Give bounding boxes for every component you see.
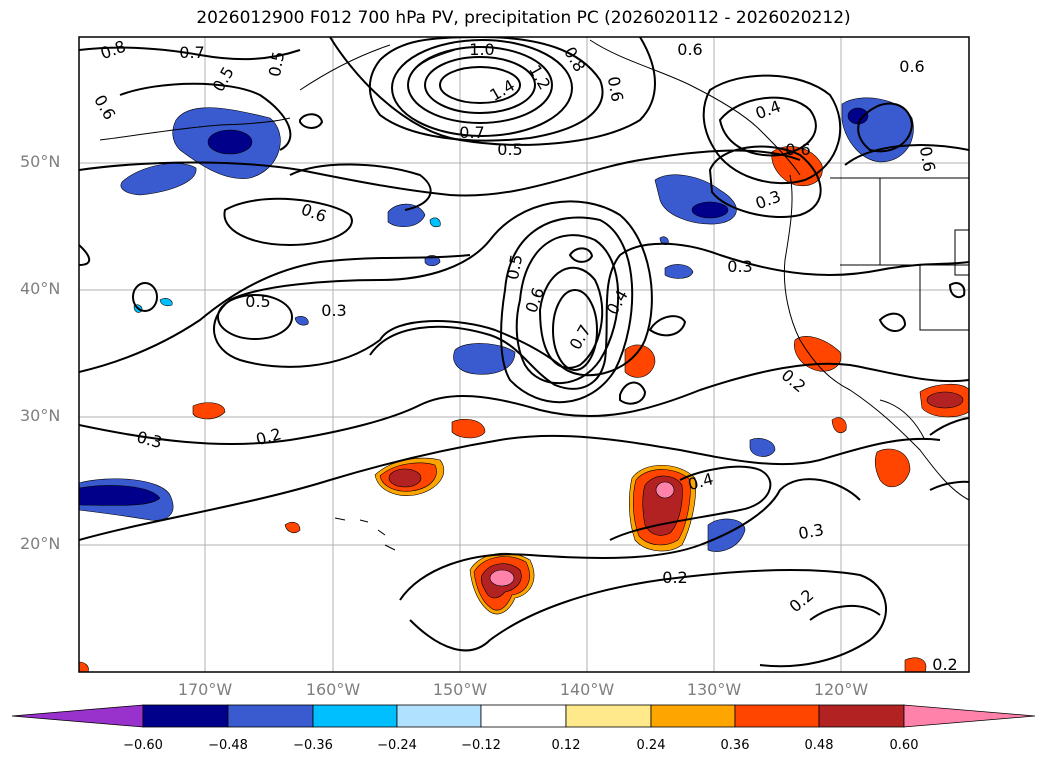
contour-label: 0.6 bbox=[916, 145, 939, 173]
map-frame bbox=[78, 36, 970, 673]
contour-label: 0.3 bbox=[727, 257, 752, 276]
colorbar-bin bbox=[142, 704, 229, 728]
contour-label: 0.6 bbox=[677, 40, 702, 59]
colorbar-bin bbox=[650, 704, 736, 728]
colorbar-tick-label: −0.12 bbox=[461, 738, 501, 753]
lat-label: 20°N bbox=[20, 534, 61, 553]
contour-label: 0.6 bbox=[785, 140, 810, 159]
contour-label: 0.2 bbox=[778, 365, 810, 396]
precip-negative bbox=[79, 97, 914, 552]
contour-label: 0.6 bbox=[522, 285, 549, 315]
colorbar-tick-label: 0.24 bbox=[636, 738, 666, 753]
lon-label: 150°W bbox=[432, 680, 488, 699]
contour-label: 0.4 bbox=[686, 469, 716, 494]
colorbar-tick-label: 0.36 bbox=[720, 738, 750, 753]
colorbar-bin bbox=[480, 704, 567, 728]
colorbar bbox=[11, 704, 1036, 728]
coastlines bbox=[99, 39, 969, 551]
contour-label: 1.0 bbox=[469, 40, 494, 59]
colorbar-tick-label: −0.36 bbox=[293, 738, 333, 753]
lat-label: 30°N bbox=[20, 406, 61, 425]
colorbar-tick-label: −0.24 bbox=[377, 738, 417, 753]
contour-label: 0.8 bbox=[560, 43, 589, 75]
colorbar-bin bbox=[396, 704, 482, 728]
contour-label: 1.2 bbox=[525, 61, 554, 93]
contour-label: 0.3 bbox=[135, 427, 165, 452]
contour-label: 1.4 bbox=[486, 76, 518, 105]
colorbar-bin bbox=[565, 704, 652, 728]
colorbar-extend-left bbox=[11, 704, 144, 728]
colorbar-bin bbox=[312, 704, 398, 728]
contour-label: 0.5 bbox=[503, 253, 526, 281]
contour-label: 0.2 bbox=[254, 424, 284, 449]
colorbar-tick-label: −0.48 bbox=[208, 738, 248, 753]
contour-label: 0.6 bbox=[90, 91, 119, 123]
contour-label: 0.3 bbox=[797, 520, 825, 543]
lon-label: 170°W bbox=[177, 680, 233, 699]
contour-label: 0.2 bbox=[932, 655, 957, 674]
lon-label: 130°W bbox=[686, 680, 742, 699]
contour-label: 0.7 bbox=[566, 321, 595, 353]
colorbar-tick-label: −0.60 bbox=[123, 738, 163, 753]
colorbar-bin bbox=[734, 704, 820, 728]
contour-label: 0.5 bbox=[209, 63, 238, 95]
contour-label: 0.7 bbox=[179, 43, 204, 62]
lon-label: 140°W bbox=[559, 680, 615, 699]
contour-label: 0.5 bbox=[245, 292, 270, 311]
contour-label: 0.3 bbox=[753, 187, 783, 214]
lat-label: 50°N bbox=[20, 152, 61, 171]
colorbar-tick-label: 0.60 bbox=[889, 738, 919, 753]
colorbar-tick-label: 0.12 bbox=[551, 738, 581, 753]
colorbar-bin bbox=[227, 704, 314, 728]
lon-label: 120°W bbox=[813, 680, 869, 699]
pv-contours bbox=[79, 37, 969, 668]
chart-title: 2026012900 F012 700 hPa PV, precipitatio… bbox=[196, 8, 851, 28]
colorbar-extend-right bbox=[903, 704, 1036, 728]
contour-label: 0.2 bbox=[662, 568, 687, 587]
contour-label: 0.5 bbox=[265, 50, 288, 78]
lon-label: 160°W bbox=[305, 680, 361, 699]
precip-positive bbox=[79, 146, 969, 672]
contour-label: 0.8 bbox=[98, 37, 128, 64]
contour-label: 0.2 bbox=[786, 585, 818, 616]
contour-label: 0.6 bbox=[899, 57, 924, 76]
contour-label: 0.7 bbox=[459, 123, 484, 142]
lat-label: 40°N bbox=[20, 279, 61, 298]
colorbar-bin bbox=[818, 704, 905, 728]
colorbar-tick-label: 0.48 bbox=[804, 738, 834, 753]
contour-label: 0.6 bbox=[604, 75, 627, 103]
contour-label: 0.4 bbox=[753, 97, 783, 124]
contour-label: 0.3 bbox=[321, 301, 346, 320]
contour-label: 0.5 bbox=[497, 140, 522, 159]
